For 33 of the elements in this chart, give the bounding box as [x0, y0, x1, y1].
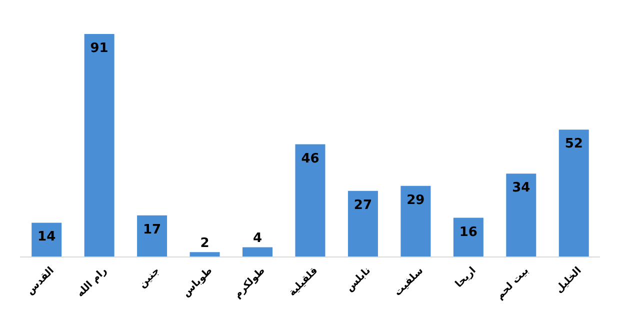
bar: [32, 222, 62, 257]
data-label: 34: [512, 180, 530, 196]
data-label: 4: [252, 231, 262, 246]
bar: [348, 190, 378, 257]
data-label: 16: [459, 224, 478, 240]
x-tick-label: طوباس: [180, 265, 215, 300]
bar: [242, 247, 273, 257]
x-tick-label: الخليل: [554, 265, 584, 296]
x-tick-label: نابلس: [344, 265, 373, 294]
x-tick-label: قلقيلية: [286, 265, 320, 299]
x-tick-label: طولكرم: [232, 265, 268, 301]
x-tick-label: القدس: [24, 265, 56, 298]
data-label: 46: [301, 151, 320, 166]
data-label: 27: [354, 198, 372, 213]
x-tick-label: جنين: [136, 265, 162, 290]
bar: [506, 174, 536, 257]
data-label: 14: [38, 230, 56, 245]
bar: [84, 34, 114, 257]
x-tick-label: سلفيت: [392, 265, 426, 298]
bar: [558, 130, 589, 257]
x-tick-label: اريحا: [454, 265, 478, 290]
bar: [190, 252, 220, 257]
x-tick-label: رام الله: [75, 265, 110, 300]
data-label: 29: [406, 192, 425, 208]
data-label: 2: [200, 236, 210, 252]
bar: [400, 186, 431, 257]
data-label: 17: [143, 222, 162, 238]
x-tick-label: بيت لحم: [494, 265, 532, 302]
data-label: 91: [90, 41, 108, 56]
bar: [137, 215, 168, 257]
bar: [295, 144, 326, 257]
data-label: 52: [564, 136, 583, 152]
bar: [453, 218, 484, 257]
